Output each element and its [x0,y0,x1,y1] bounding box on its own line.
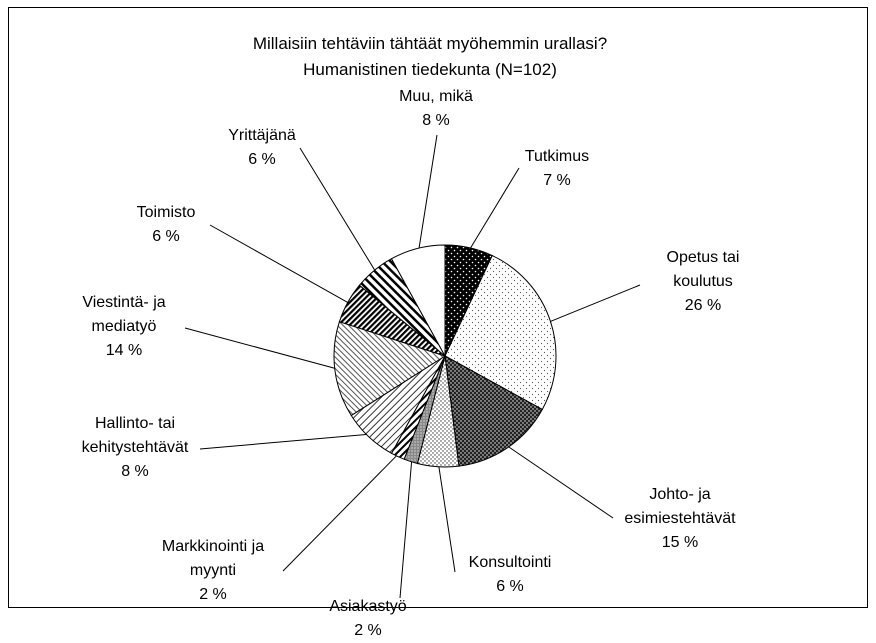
chart-frame [8,7,868,608]
leader-line [399,457,413,599]
chart [8,7,868,608]
slice-label: Yrittäjänä [228,127,296,144]
slice-value-label: 14 % [105,342,143,359]
leader-line [437,462,456,573]
leader-line [184,327,339,370]
pie-slice [444,355,543,467]
leader-line [504,444,614,519]
slice-label: Asiakastyö [329,598,407,615]
leader-line [299,147,378,274]
leader-line [417,134,438,253]
slice-label: Opetus tai koulutus [666,249,740,290]
slice-value-label: 8 % [422,112,450,129]
slice-value-label: 8 % [121,463,149,480]
pie-slice [333,321,447,417]
page: {"chart_data": {"type": "pie", "title": … [8,7,868,639]
slice-value-label: 2 % [199,586,227,603]
slice-label: Toimisto [136,204,196,221]
pie-slice [390,244,446,357]
slice-label: Markkinointi ja myynti [161,538,265,579]
chart-subtitle: Humanistinen tiedekunta (N=102) [303,60,557,79]
slice-value-label: 7 % [543,172,571,189]
slice-label: Tutkimus [524,148,590,165]
slice-value-label: 6 % [152,228,180,245]
slice-value-label: 6 % [496,578,524,595]
slice-label: Muu, mikä [399,88,473,105]
slice-value-label: 15 % [661,534,699,551]
slice-value-label: 6 % [248,151,276,168]
leader-line [199,433,372,450]
leader-line [467,167,520,252]
chart-title: Millaisiin tehtäviin tähtäät myöhemmin u… [252,34,608,53]
slice-label: Johto- ja esimiestehtävät [624,486,736,527]
slice-label: Viestintä- ja mediatyö [82,294,166,335]
slice-label: Hallinto- tai kehitystehtävät [81,415,189,456]
leader-line [209,224,352,305]
leader-line [282,452,400,572]
slice-label: Konsultointi [468,554,552,571]
leader-line [546,284,641,324]
slice-value-label: 26 % [684,297,722,314]
slice-value-label: 2 % [354,622,382,639]
